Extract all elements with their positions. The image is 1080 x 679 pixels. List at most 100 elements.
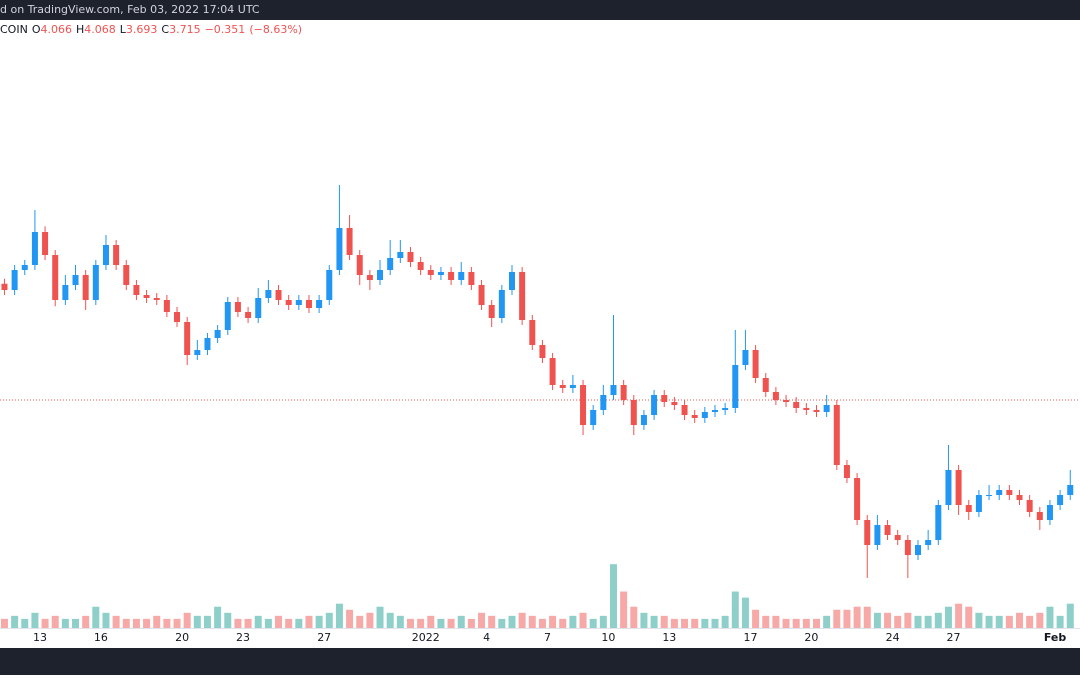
candle-body — [113, 245, 120, 265]
volume-bar — [609, 564, 617, 628]
candle-body — [508, 272, 515, 290]
candle-body — [620, 385, 627, 400]
candle-body — [1067, 485, 1074, 495]
x-tick-label: 24 — [886, 631, 900, 644]
legend-text: H — [76, 23, 84, 36]
candle-body — [539, 345, 546, 358]
legend: COIN O 4.066 H 4.068 L 3.693 C 3.715 −0.351 (−8.63… — [0, 23, 302, 36]
volume-bar — [356, 615, 364, 628]
volume-bar — [498, 618, 506, 628]
candle-body — [1006, 490, 1013, 495]
volume-bar — [965, 606, 973, 628]
candle-body — [580, 385, 587, 425]
volume-bar — [153, 615, 161, 628]
volume-bar — [122, 618, 130, 628]
candle-body — [986, 495, 993, 496]
volume-bar — [467, 618, 475, 628]
volume-bar — [1036, 612, 1044, 628]
volume-bar — [478, 612, 486, 628]
candle-body — [600, 395, 607, 410]
candle-body — [336, 228, 343, 270]
volume-bar — [295, 618, 303, 628]
volume-bar — [884, 612, 892, 628]
legend-text: O — [32, 23, 41, 36]
x-tick-label: 13 — [33, 631, 47, 644]
candle-body — [854, 478, 861, 520]
volume-bar — [203, 615, 211, 628]
candle-body — [184, 322, 191, 355]
legend-text: 3.715 — [169, 23, 201, 36]
candle-body — [468, 272, 475, 285]
volume-bar — [802, 618, 810, 628]
volume-bar — [873, 612, 881, 628]
candle-body — [377, 270, 384, 280]
legend-text: L — [120, 23, 127, 36]
candle-body — [915, 545, 921, 555]
volume-bar — [812, 618, 820, 628]
candle-body — [356, 255, 363, 275]
volume-bar — [305, 615, 313, 628]
volume-bar — [762, 615, 770, 628]
candle-body — [742, 350, 749, 365]
x-tick-label: 13 — [662, 631, 676, 644]
volume-bar — [579, 612, 587, 628]
volume-bar — [112, 615, 120, 628]
volume-bar — [234, 618, 242, 628]
candle-body — [42, 232, 49, 255]
candle-body — [833, 405, 840, 465]
volume-bar — [417, 618, 425, 628]
volume-bar — [894, 615, 902, 628]
x-tick-label: 20 — [175, 631, 189, 644]
volume-bar — [944, 606, 952, 628]
candle-body — [955, 470, 962, 505]
volume-bar — [488, 615, 496, 628]
volume-bar — [843, 609, 851, 628]
candle-body — [935, 505, 942, 540]
candle-body — [234, 302, 241, 312]
volume-bar — [1026, 615, 1034, 628]
volume-bar — [82, 615, 90, 628]
volume-bar — [741, 597, 749, 628]
candle-body — [803, 408, 810, 410]
volume-bar — [640, 612, 648, 628]
volume-bar — [173, 618, 181, 628]
x-tick-label: 23 — [236, 631, 250, 644]
candle-body — [448, 272, 455, 280]
legend-text: C — [161, 23, 169, 36]
volume-bar — [772, 615, 780, 628]
candle-body — [458, 272, 465, 280]
candle-body — [671, 402, 678, 405]
volume-bar — [660, 615, 668, 628]
legend-text: 4.066 — [40, 23, 72, 36]
volume-bar — [934, 612, 942, 628]
volume-bar — [1056, 615, 1064, 628]
candle-body — [1, 283, 8, 290]
candle-body — [72, 275, 79, 285]
volume-bar — [620, 591, 628, 628]
candle-body — [610, 385, 617, 395]
volume-bar — [285, 618, 293, 628]
top-bar — [0, 0, 1080, 20]
volume-bar — [670, 618, 678, 628]
candle-body — [823, 405, 830, 412]
volume-bar — [437, 618, 445, 628]
x-tick-label: 4 — [483, 631, 490, 644]
x-tick-label: 16 — [94, 631, 108, 644]
header: d on TradingView.com, Feb 03, 2022 17:04… — [0, 3, 260, 16]
x-tick-label: 7 — [544, 631, 551, 644]
candle-body — [843, 465, 850, 478]
candle-body — [590, 410, 597, 425]
candle-body — [224, 302, 231, 330]
volume-bar — [61, 618, 69, 628]
candle-body — [417, 262, 424, 270]
volume-bar — [376, 606, 384, 628]
volume-bar — [833, 609, 841, 628]
volume-bar — [650, 615, 658, 628]
candle-body — [630, 400, 637, 425]
candle-body — [874, 525, 881, 545]
volume-bar — [315, 615, 323, 628]
volume-bar — [914, 615, 922, 628]
candle-body — [163, 300, 170, 312]
candle-body — [346, 228, 353, 255]
